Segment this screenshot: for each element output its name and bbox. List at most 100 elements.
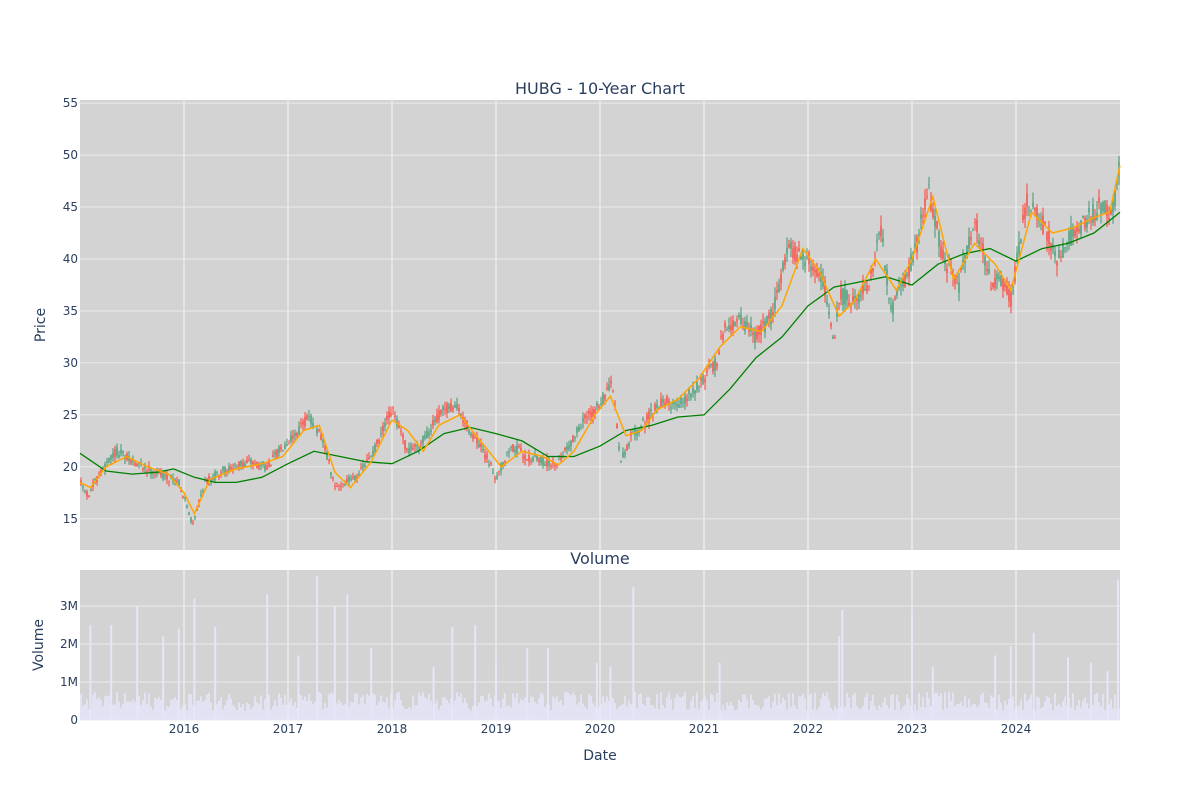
candle-body (422, 436, 424, 444)
candle (624, 448, 626, 459)
candle (932, 202, 934, 220)
volume-bar (1094, 694, 1096, 720)
volume-axis-title: Volume (31, 619, 47, 671)
candle (988, 260, 990, 275)
candle-body (622, 452, 624, 457)
candle (724, 320, 726, 333)
candle-body (356, 477, 358, 479)
volume-bar (922, 696, 924, 720)
candle-body (538, 458, 540, 463)
volume-bar (506, 706, 508, 720)
candle-body (1092, 203, 1094, 223)
volume-bar (1086, 703, 1088, 720)
candle (1046, 231, 1048, 252)
volume-bar (508, 704, 510, 720)
volume-bar (892, 693, 894, 720)
candle-body (732, 320, 734, 331)
candle-body (786, 248, 788, 254)
volume-bar (230, 698, 232, 720)
candle-body (846, 290, 848, 301)
candle-body (938, 231, 940, 247)
candle-body (496, 475, 498, 479)
candle-body (530, 461, 532, 463)
candle-body (982, 243, 984, 254)
volume-bar (216, 704, 218, 720)
candle (828, 303, 830, 319)
volume-bar (126, 701, 128, 720)
volume-bar (82, 705, 84, 720)
volume-bar (584, 706, 586, 720)
candle-body (590, 411, 592, 418)
volume-bar (770, 708, 772, 720)
candle-body (146, 470, 148, 472)
volume-bar (804, 698, 806, 720)
volume-spike-bar (370, 647, 373, 720)
candle-body (374, 444, 376, 453)
volume-bar (624, 695, 626, 720)
candle-body (632, 429, 634, 431)
candle (422, 435, 424, 448)
candle (376, 439, 378, 448)
candle (394, 411, 396, 421)
candle-body (896, 289, 898, 296)
candle (424, 430, 426, 441)
candle (310, 413, 312, 428)
candle (288, 440, 290, 445)
volume-bar (360, 697, 362, 720)
volume-spike-bar (632, 587, 635, 720)
candle (152, 470, 154, 479)
candle (776, 281, 778, 301)
candle-body (584, 414, 586, 419)
candle (530, 457, 532, 465)
volume-bar (1004, 700, 1006, 720)
candle-body (324, 446, 326, 450)
candle-body (586, 416, 588, 419)
candle-body (1046, 232, 1048, 241)
candle-body (1028, 207, 1030, 209)
candle-body (758, 325, 760, 335)
volume-bar (662, 705, 664, 720)
candle-body (370, 455, 372, 457)
candle-body (444, 408, 446, 411)
candle (920, 206, 922, 230)
plot-layer: 15 20 25 30 35 40 45 50 55 0 1M 2M 3M 2016 2017 2018 201… (60, 96, 1121, 736)
candle (1074, 227, 1076, 239)
candle-body (760, 324, 762, 335)
volume-bar (468, 708, 470, 720)
volume-bar (620, 705, 622, 720)
candle-body (628, 443, 630, 447)
candle-body (576, 427, 578, 433)
candle-body (702, 375, 704, 385)
candle (336, 482, 338, 488)
candle (476, 431, 478, 450)
candle-body (424, 435, 426, 439)
volume-spike-bar (838, 636, 841, 720)
candle-body (748, 329, 750, 332)
candle (656, 399, 658, 414)
candle-body (150, 468, 152, 475)
candle (268, 458, 270, 468)
candle (330, 471, 332, 479)
volume-bar (542, 694, 544, 720)
candle-body (900, 285, 902, 287)
candle-body (452, 407, 454, 410)
candle-body (450, 403, 452, 412)
volume-bar (588, 693, 590, 720)
candle-body (510, 446, 512, 448)
volume-bar (1040, 708, 1042, 720)
candle (720, 330, 722, 340)
candle-body (968, 236, 970, 249)
candle-body (692, 388, 694, 393)
candle-body (790, 242, 792, 249)
candle-body (416, 445, 418, 447)
volume-bar (896, 694, 898, 720)
volume-bar (536, 703, 538, 720)
candle (938, 229, 940, 258)
candle (992, 282, 994, 290)
volume-bar (758, 706, 760, 720)
volume-spike-bar (547, 647, 549, 720)
volume-y-tick-label: 1M (60, 675, 78, 689)
volume-bar (728, 705, 730, 720)
candle-body (414, 444, 416, 447)
volume-bar (968, 699, 970, 720)
